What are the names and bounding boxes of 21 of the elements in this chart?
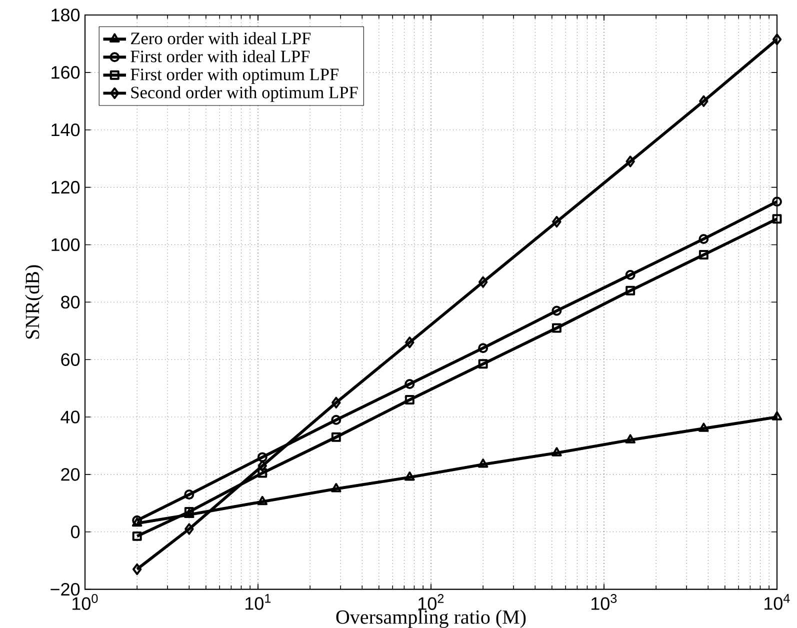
legend-label: Zero order with ideal LPF <box>130 32 311 44</box>
y-tick-label: 160 <box>52 66 80 79</box>
x-tick-label: 10$^{1}$ <box>246 594 271 610</box>
y-axis-title: SNR(dB) <box>25 265 44 339</box>
y-tick-label: 140 <box>52 123 80 136</box>
x-tick-label: 10$^{4}$ <box>764 594 790 610</box>
y-tick-label: 20 <box>61 468 80 481</box>
y-tick-label: 60 <box>61 353 80 366</box>
y-tick-label: 100 <box>52 238 80 252</box>
legend-label: Second order with optimum LPF <box>131 86 358 102</box>
y-tick-label: 0 <box>70 526 80 538</box>
x-tick-label: 10$^{3}$ <box>592 594 617 610</box>
legend-label: First order with ideal LPF <box>130 50 310 62</box>
y-tick-label: −20 <box>50 582 80 596</box>
x-tick-label: 10$^{2}$ <box>418 594 444 610</box>
y-tick-label: 180 <box>52 8 80 22</box>
y-tick-label: 80 <box>61 296 80 309</box>
legend-label: First order with optimum LPF <box>130 68 338 84</box>
y-tick-label: 40 <box>60 410 80 424</box>
x-axis-title: Oversampling ratio (M) <box>336 610 526 628</box>
y-tick-label: 120 <box>52 180 80 194</box>
